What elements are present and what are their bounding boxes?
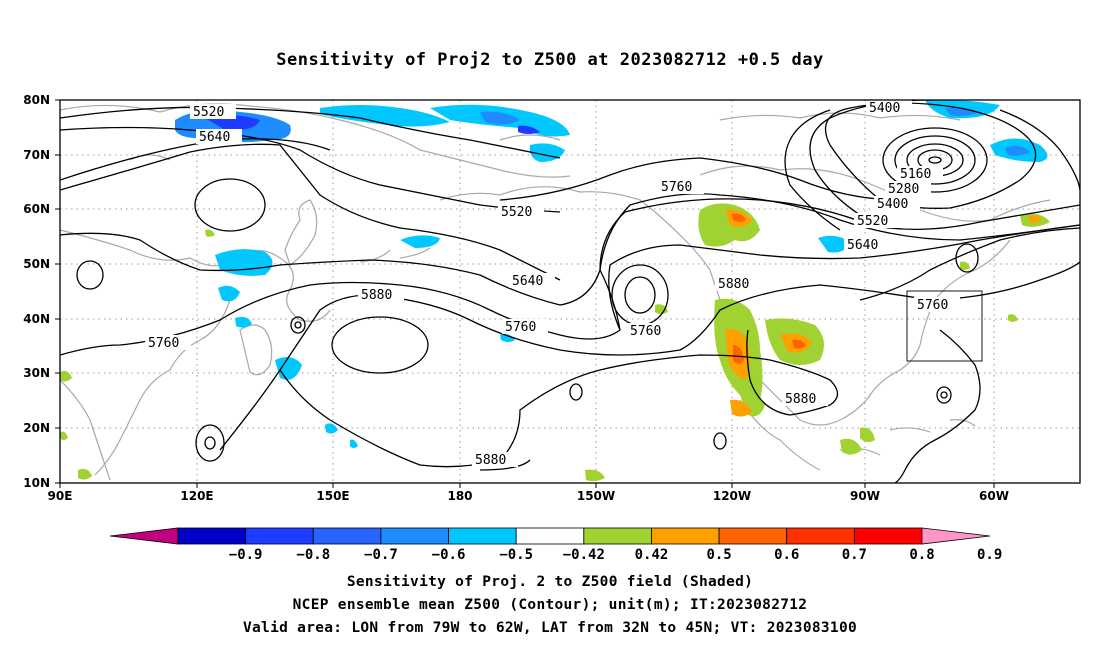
positive-sensitivity-shading — [60, 203, 1050, 482]
lat-label: 80N — [23, 93, 50, 107]
contour-label: 5760 — [658, 179, 704, 195]
colorbar-arrow-low — [109, 527, 179, 545]
colorbar-segment — [448, 527, 517, 545]
colorbar-label: −0.8 — [296, 547, 330, 563]
z500-contours — [60, 100, 1080, 483]
plot-title: Sensitivity of Proj2 to Z500 at 20230827… — [276, 50, 824, 70]
svg-text:5520: 5520 — [857, 214, 888, 229]
contour-label: 5880 — [472, 452, 518, 468]
contour-label: 5760 — [914, 297, 960, 313]
svg-text:5760: 5760 — [661, 180, 692, 195]
colorbar-segment — [380, 527, 449, 545]
lon-label: 150E — [316, 489, 349, 503]
svg-text:5880: 5880 — [718, 277, 749, 292]
colorbar-segment — [177, 527, 247, 545]
lon-label: 150W — [577, 489, 615, 503]
contour-label: 5280 — [885, 181, 931, 197]
colorbar-label: −0.42 — [563, 547, 605, 563]
colorbar-arrow-high — [921, 527, 991, 545]
svg-text:5520: 5520 — [501, 205, 532, 220]
grid-lines — [60, 100, 1080, 483]
contour-label: 5400 — [866, 100, 912, 116]
footer-line-3: Valid area: LON from 79W to 62W, LAT fro… — [242, 620, 858, 636]
lat-label: 60N — [23, 202, 50, 216]
contour-label: 5160 — [897, 166, 943, 182]
svg-text:5520: 5520 — [193, 105, 224, 120]
svg-text:5880: 5880 — [361, 288, 392, 303]
colorbar-segment — [245, 527, 314, 545]
colorbar-label: 0.9 — [977, 547, 1002, 563]
lon-label: 90E — [48, 489, 73, 503]
svg-text:5640: 5640 — [847, 238, 878, 253]
colorbar-segment — [312, 527, 382, 545]
svg-text:5760: 5760 — [630, 324, 661, 339]
colorbar-label: 0.8 — [909, 547, 934, 563]
svg-text:5760: 5760 — [148, 336, 179, 351]
colorbar-label: −0.7 — [364, 547, 398, 563]
footer-line-2: NCEP ensemble mean Z500 (Contour); unit(… — [292, 597, 808, 613]
svg-text:5400: 5400 — [869, 101, 900, 116]
svg-text:5880: 5880 — [785, 392, 816, 407]
lat-label: 70N — [23, 148, 50, 162]
contour-label: 5640 — [509, 273, 555, 289]
contour-label: 5640 — [844, 237, 890, 253]
svg-text:5400: 5400 — [877, 197, 908, 212]
contour-label: 5760 — [145, 335, 191, 351]
contour-label: 5880 — [358, 287, 404, 303]
svg-text:5760: 5760 — [505, 320, 536, 335]
lon-label: 120E — [180, 489, 213, 503]
colorbar-label: 0.42 — [635, 547, 669, 563]
colorbar-label: 0.5 — [706, 547, 731, 563]
lat-label: 40N — [23, 312, 50, 326]
lat-label: 10N — [23, 476, 50, 490]
colorbar — [109, 527, 991, 545]
lon-label: 180 — [447, 489, 472, 503]
contour-labels: 5520 5640 5520 5640 5760 5760 5880 5760 … — [145, 100, 960, 468]
lat-label: 50N — [23, 257, 50, 271]
contour-label: 5520 — [854, 213, 900, 229]
lon-label: 120W — [713, 489, 751, 503]
colorbar-labels: −0.9 −0.8 −0.7 −0.6 −0.5 −0.42 0.42 0.5 0.6 0.7 0.… — [229, 547, 1003, 563]
svg-text:5760: 5760 — [917, 298, 948, 313]
contour-label: 5880 — [715, 276, 761, 292]
svg-text:5640: 5640 — [199, 130, 230, 145]
colorbar-segment — [583, 527, 652, 545]
lon-axis: 90E 120E 150E 180 150W 120W 90W 60W — [48, 483, 1009, 503]
valid-area-box — [906, 290, 983, 362]
contour-label: 5760 — [627, 323, 673, 339]
colorbar-segment — [853, 527, 923, 545]
lat-label: 20N — [23, 421, 50, 435]
contour-label: 5520 — [498, 204, 544, 220]
colorbar-segment — [515, 527, 585, 545]
contour-label: 5400 — [874, 196, 920, 212]
svg-text:5880: 5880 — [475, 453, 506, 468]
map-frame — [59, 99, 1081, 484]
coastlines — [60, 103, 1051, 481]
colorbar-label: −0.9 — [229, 547, 263, 563]
contour-label: 5880 — [782, 391, 828, 407]
colorbar-segment — [718, 527, 788, 545]
svg-text:5280: 5280 — [888, 182, 919, 197]
lon-label: 60W — [979, 489, 1009, 503]
svg-text:5640: 5640 — [512, 274, 543, 289]
contour-label: 5520 — [190, 104, 236, 120]
colorbar-label: 0.7 — [842, 547, 867, 563]
lat-label: 30N — [23, 366, 50, 380]
colorbar-segment — [786, 527, 855, 545]
colorbar-segment — [651, 527, 720, 545]
contour-label: 5760 — [502, 319, 548, 335]
svg-text:5160: 5160 — [900, 167, 931, 182]
lat-axis: 80N 70N 60N 50N 40N 30N 20N 10N — [23, 93, 60, 490]
contour-label: 5640 — [196, 129, 242, 145]
footer-line-1: Sensitivity of Proj. 2 to Z500 field (Sh… — [346, 574, 754, 590]
colorbar-label: 0.6 — [774, 547, 799, 563]
lon-label: 90W — [850, 489, 880, 503]
colorbar-label: −0.6 — [432, 547, 466, 563]
negative-sensitivity-shading — [175, 100, 1048, 448]
colorbar-label: −0.5 — [499, 547, 533, 563]
